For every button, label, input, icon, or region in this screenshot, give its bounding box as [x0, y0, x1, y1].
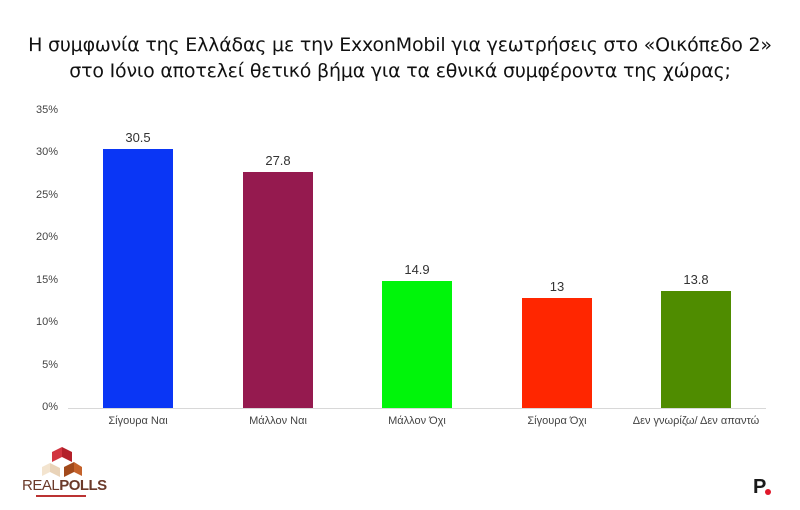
bar [382, 281, 452, 408]
x-tick-label: Μάλλον Όχι [388, 415, 446, 427]
realpolls-wordmark: REALPOLLS [22, 477, 107, 494]
y-tick: 25% [35, 189, 58, 201]
red-dot-icon [765, 489, 771, 495]
chart-title-line-2: στο Ιόνιο αποτελεί θετικό βήμα για τα εθ… [69, 60, 731, 82]
bar [103, 149, 173, 408]
y-tick: 15% [35, 274, 58, 286]
bar-value-label: 14.9 [404, 262, 430, 278]
bar-value-label: 30.5 [125, 130, 151, 146]
bar [661, 290, 731, 408]
bar-value-label: 13.8 [683, 271, 709, 287]
x-tick-label: Δεν γνωρίζω/ Δεν απαντώ [632, 415, 760, 427]
x-tick-label: Σίγουρα Όχι [527, 415, 587, 427]
cube-icon [42, 447, 82, 477]
chart-title-line-1: Η συμφωνία της Ελλάδας με την ExxonMobil… [28, 34, 772, 56]
realpolls-tagline [36, 495, 86, 497]
y-tick: 20% [35, 231, 58, 243]
x-tick-label: Μάλλον Ναι [249, 415, 307, 427]
x-axis-line [68, 408, 766, 409]
y-tick: 30% [35, 146, 58, 158]
y-tick: 35% [35, 104, 58, 116]
bar-value-label: 27.8 [265, 152, 291, 168]
bar [243, 171, 313, 408]
y-tick: 0% [42, 401, 58, 413]
y-tick: 5% [42, 359, 58, 371]
publisher-logo: P [753, 476, 771, 499]
y-tick: 10% [35, 316, 58, 328]
realpolls-logo: REALPOLLS [22, 445, 107, 500]
x-tick-label: Σίγουρα Ναι [108, 415, 168, 427]
bar-value-label: 13 [549, 278, 565, 294]
bar [522, 297, 592, 408]
chart-title: Η συμφωνία της Ελλάδας με την ExxonMobil… [0, 32, 800, 84]
